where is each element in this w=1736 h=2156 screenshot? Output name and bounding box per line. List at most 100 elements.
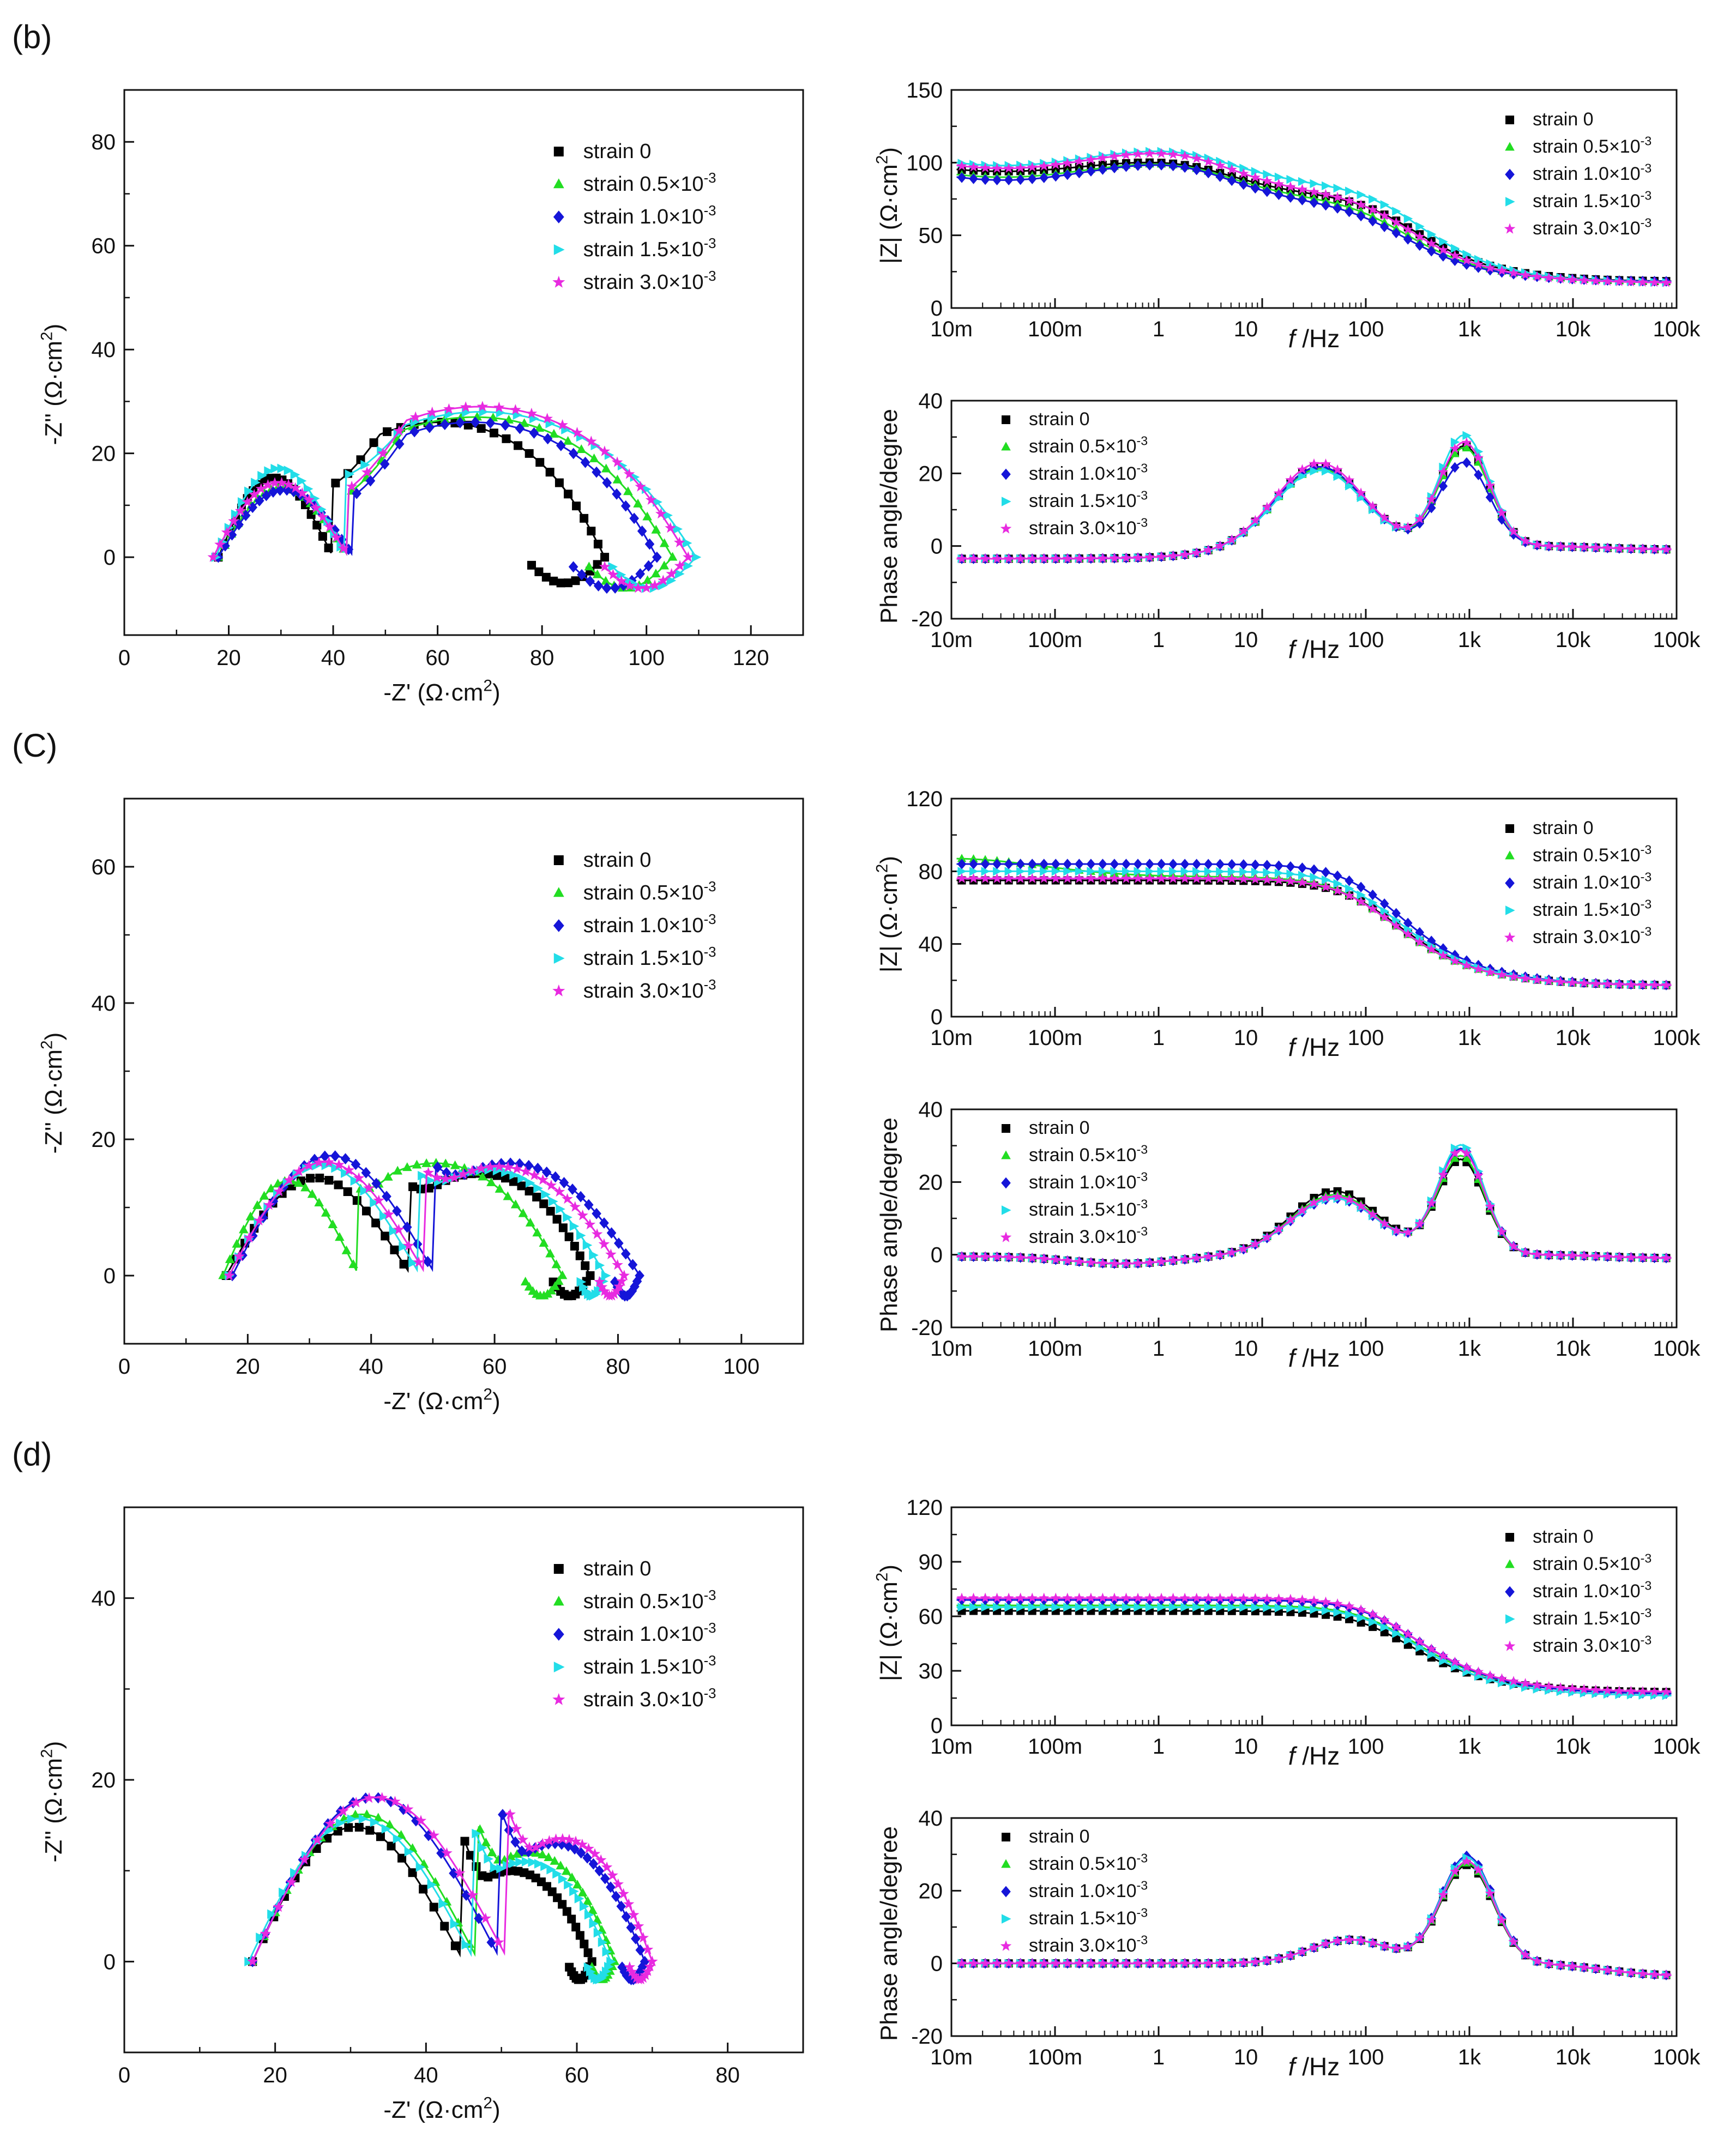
data-point xyxy=(541,413,553,424)
x-tick-label: 10m xyxy=(930,628,973,652)
data-point xyxy=(586,436,597,446)
data-point xyxy=(1380,1622,1390,1632)
data-point xyxy=(1227,160,1237,170)
legend-label: strain 0.5×10-3 xyxy=(1533,134,1651,157)
data-point xyxy=(352,487,361,499)
data-point xyxy=(393,425,405,436)
data-point xyxy=(1637,543,1648,554)
data-point xyxy=(957,1603,967,1612)
data-point xyxy=(956,1958,967,1968)
data-point xyxy=(580,1940,589,1949)
data-point xyxy=(1332,885,1343,896)
data-point xyxy=(980,553,991,564)
y-tick-label: 40 xyxy=(919,1807,943,1831)
data-point xyxy=(1156,160,1166,171)
data-point xyxy=(475,1824,485,1833)
data-point xyxy=(376,1792,388,1803)
data-point xyxy=(1402,1227,1413,1237)
data-point xyxy=(1661,1252,1672,1263)
x-tick-label: 100k xyxy=(1653,317,1701,341)
data-point xyxy=(1344,1601,1355,1611)
data-point xyxy=(1449,1656,1460,1666)
data-point xyxy=(1438,943,1448,954)
data-point xyxy=(1110,859,1119,869)
data-point xyxy=(1355,1200,1366,1211)
data-point xyxy=(969,854,978,863)
legend-marker xyxy=(1001,1150,1011,1159)
data-point xyxy=(506,1851,516,1861)
data-point xyxy=(256,1932,266,1942)
data-point xyxy=(1333,203,1342,214)
data-point xyxy=(486,1177,496,1186)
data-point xyxy=(1097,152,1108,162)
legend-marker xyxy=(553,1596,564,1606)
data-point xyxy=(337,542,349,553)
data-point xyxy=(1273,487,1284,498)
y-tick-label: 0 xyxy=(931,297,943,321)
data-point xyxy=(1625,1967,1636,1978)
data-point xyxy=(1369,195,1378,204)
data-point xyxy=(532,1228,542,1237)
data-point xyxy=(1062,1958,1073,1968)
data-point xyxy=(957,867,967,876)
x-tick-label: 100 xyxy=(1348,1735,1384,1759)
data-point xyxy=(314,1198,324,1207)
data-point xyxy=(1345,884,1354,893)
data-point xyxy=(542,433,553,445)
data-point xyxy=(1110,867,1119,876)
data-point xyxy=(1144,1592,1155,1603)
x-axis-label: f /Hz xyxy=(1288,2052,1340,2081)
data-point xyxy=(587,527,596,536)
data-point xyxy=(240,510,251,521)
data-point xyxy=(399,1241,408,1252)
data-point xyxy=(1403,234,1413,245)
data-point xyxy=(233,1250,245,1261)
data-point xyxy=(409,411,421,422)
data-point xyxy=(1227,867,1237,877)
data-point xyxy=(539,1238,549,1247)
data-point xyxy=(1179,1592,1190,1603)
data-point xyxy=(577,1209,588,1221)
data-point xyxy=(616,575,627,586)
x-tick-label: 100 xyxy=(1348,2045,1384,2069)
data-point xyxy=(1169,867,1178,876)
data-point xyxy=(365,475,376,487)
data-point xyxy=(1578,1250,1589,1260)
data-point xyxy=(1414,1218,1425,1229)
data-point xyxy=(537,1838,548,1849)
data-point xyxy=(659,560,670,570)
data-point xyxy=(214,539,226,549)
data-point xyxy=(599,445,611,456)
x-tick-label: 1 xyxy=(1153,628,1165,652)
data-point xyxy=(402,1803,414,1814)
data-point xyxy=(1251,183,1260,194)
nyquist-series-4 xyxy=(246,1792,658,1985)
data-point xyxy=(1027,173,1037,184)
data-point xyxy=(1403,1635,1413,1645)
data-point xyxy=(524,1282,534,1291)
data-point xyxy=(1203,156,1214,166)
data-point xyxy=(534,1859,544,1869)
data-point xyxy=(968,1251,979,1261)
data-point xyxy=(1157,1603,1167,1612)
data-point xyxy=(1426,1197,1437,1208)
data-point xyxy=(438,1899,449,1909)
data-point xyxy=(602,477,612,488)
data-point xyxy=(1438,1169,1449,1180)
data-point xyxy=(1074,873,1084,883)
data-point xyxy=(533,1183,543,1193)
data-point xyxy=(1120,552,1132,563)
data-point xyxy=(1614,542,1625,553)
legend-label: strain 0 xyxy=(1029,1826,1090,1847)
data-point xyxy=(980,873,991,883)
data-point xyxy=(450,1919,460,1929)
data-point xyxy=(490,1863,500,1873)
data-point xyxy=(510,404,521,415)
data-point xyxy=(1297,1205,1308,1215)
data-point xyxy=(315,1173,324,1182)
x-tick-label: 40 xyxy=(321,646,346,670)
data-point xyxy=(1191,153,1202,163)
data-point xyxy=(1262,860,1272,871)
data-point xyxy=(1320,881,1331,892)
